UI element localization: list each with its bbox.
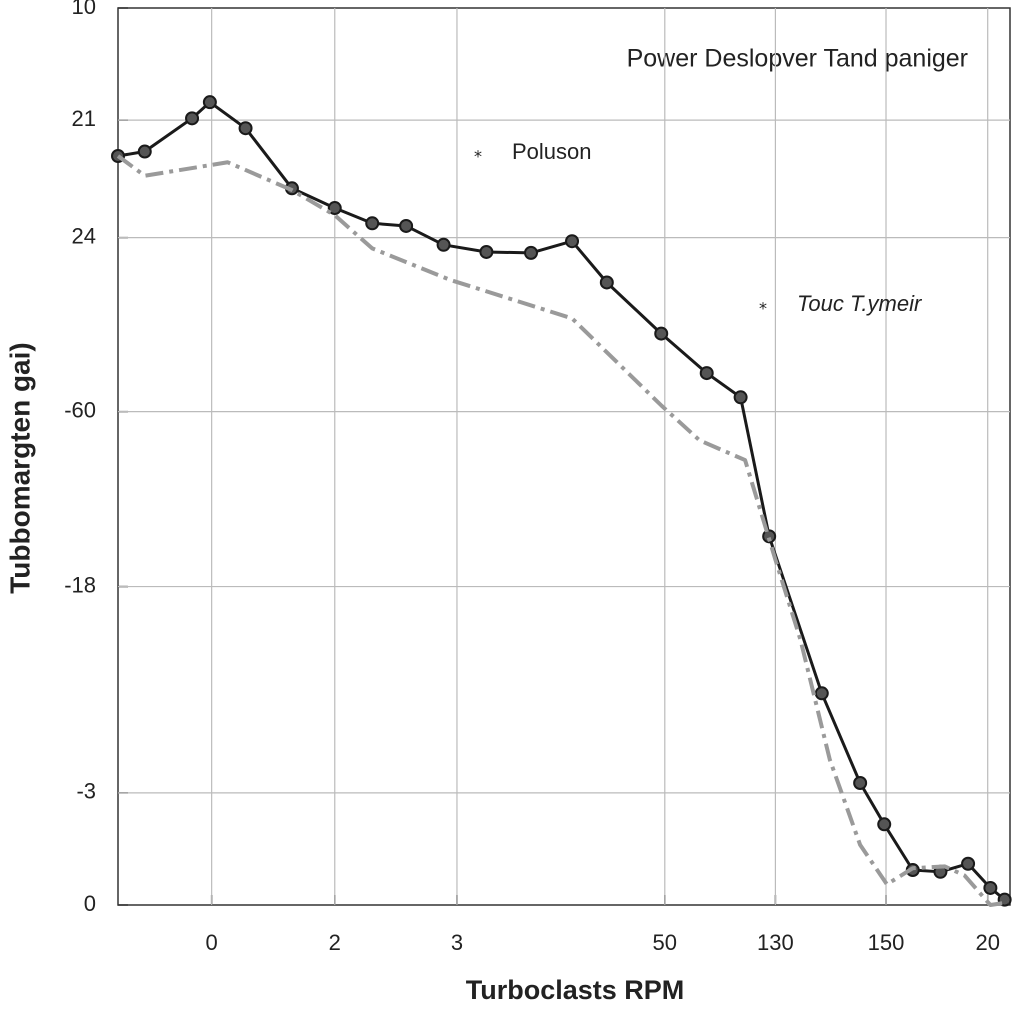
point	[961, 856, 976, 871]
point	[523, 245, 538, 260]
point	[599, 275, 614, 290]
series-line	[117, 100, 1006, 901]
chart-title: Power Deslopver Tand paniger	[627, 45, 968, 73]
legend-label: Touc T.ymeir	[797, 291, 923, 316]
point	[238, 121, 253, 136]
point	[202, 95, 217, 110]
point	[877, 817, 892, 832]
y-tick-label: 21	[72, 106, 96, 131]
y-tick-label: -18	[64, 572, 96, 597]
legend-label: Poluson	[512, 139, 592, 164]
y-tick-label: 24	[72, 223, 96, 248]
x-tick-label: 130	[757, 930, 794, 955]
point	[762, 529, 777, 544]
x-tick-label: 150	[868, 930, 905, 955]
y-tick-label: -60	[64, 397, 96, 422]
point	[814, 686, 829, 701]
point	[654, 326, 669, 341]
x-tick-label: 3	[451, 930, 463, 955]
point	[983, 880, 998, 895]
x-axis-label: Turboclasts RPM	[466, 975, 685, 1005]
point	[399, 218, 414, 233]
point	[327, 201, 342, 216]
y-axis-label: Tubbomargten gai)	[4, 342, 35, 593]
point	[365, 216, 380, 231]
legend-marker: ⁎	[474, 144, 482, 161]
x-tick-label: 50	[653, 930, 677, 955]
point	[479, 244, 494, 259]
point	[853, 776, 868, 791]
series-line	[116, 154, 1009, 907]
plot-frame	[117, 7, 1011, 906]
point	[137, 144, 152, 159]
point	[699, 366, 714, 381]
y-tick-label: -3	[76, 779, 96, 804]
point	[565, 234, 580, 249]
point	[185, 111, 200, 126]
x-tick-label: 20	[975, 930, 999, 955]
y-tick-label: 10	[72, 0, 96, 19]
point	[436, 237, 451, 252]
x-tick-label: 0	[206, 930, 218, 955]
y-tick-label: 0	[84, 891, 96, 916]
point	[733, 390, 748, 405]
legend-marker: ⁎	[759, 296, 767, 313]
x-tick-label: 2	[329, 930, 341, 955]
